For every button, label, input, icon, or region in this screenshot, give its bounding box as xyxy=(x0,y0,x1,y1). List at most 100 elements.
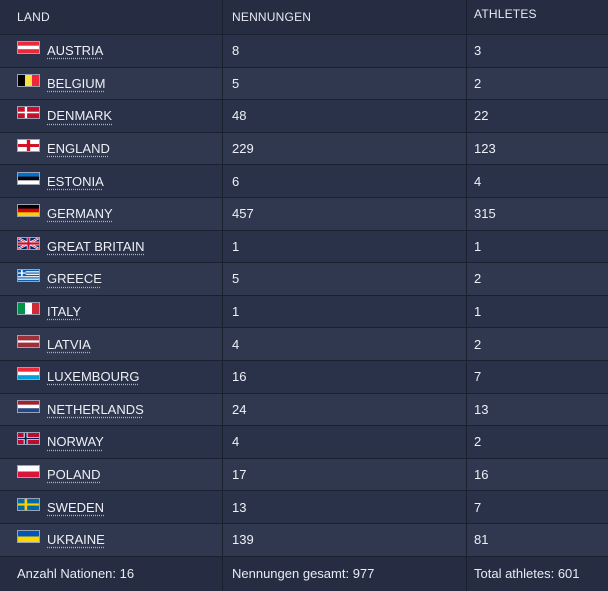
table-row: UKRAINE 139 81 xyxy=(0,523,608,557)
table-row: POLAND 17 16 xyxy=(0,458,608,492)
country-link[interactable]: ITALY xyxy=(47,304,82,320)
country-link[interactable]: NORWAY xyxy=(47,434,104,450)
country-cell: LATVIA xyxy=(17,328,222,360)
table-row: ESTONIA 6 4 xyxy=(0,165,608,198)
column-header-nennungen[interactable]: NENNUNGEN xyxy=(232,10,312,24)
country-cell: GREECE xyxy=(17,263,222,295)
flag-germany-icon xyxy=(17,204,40,218)
country-link[interactable]: SWEDEN xyxy=(47,499,105,515)
table-row: SWEDEN 13 7 xyxy=(0,491,608,524)
flag-sweden-icon xyxy=(17,497,40,511)
country-link[interactable]: LATVIA xyxy=(47,336,91,352)
country-cell: NORWAY xyxy=(17,426,222,458)
table-row: ENGLAND 229 123 xyxy=(0,132,608,166)
athletes-cell: 2 xyxy=(474,434,482,450)
country-cell: AUSTRIA xyxy=(17,35,222,67)
flag-italy-icon xyxy=(17,302,40,316)
flag-england-icon xyxy=(17,139,40,153)
flag-latvia-icon xyxy=(17,334,40,348)
country-cell: GERMANY xyxy=(17,198,222,230)
flag-netherlands-icon xyxy=(17,399,40,413)
column-divider xyxy=(466,0,467,591)
flag-denmark-icon xyxy=(17,106,40,120)
nennungen-cell: 17 xyxy=(232,467,247,483)
country-cell: UKRAINE xyxy=(17,524,222,556)
table-row: ITALY 1 1 xyxy=(0,295,608,329)
nennungen-cell: 8 xyxy=(232,43,240,59)
flag-poland-icon xyxy=(17,465,40,479)
nennungen-cell: 16 xyxy=(232,369,247,385)
country-link[interactable]: DENMARK xyxy=(47,108,113,124)
nennungen-cell: 5 xyxy=(232,271,240,287)
flag-austria-icon xyxy=(17,41,40,55)
athletes-cell: 13 xyxy=(474,401,489,417)
country-link[interactable]: NETHERLANDS xyxy=(47,401,144,417)
nennungen-cell: 4 xyxy=(232,336,240,352)
country-cell: SWEDEN xyxy=(17,491,222,523)
athletes-cell: 3 xyxy=(474,43,482,59)
table-row: AUSTRIA 8 3 xyxy=(0,35,608,68)
table-row: LATVIA 4 2 xyxy=(0,328,608,361)
country-cell: LUXEMBOURG xyxy=(17,361,222,393)
column-divider xyxy=(222,0,223,591)
table-row: BELGIUM 5 2 xyxy=(0,67,608,101)
flag-luxembourg-icon xyxy=(17,367,40,381)
athletes-cell: 7 xyxy=(474,369,482,385)
table-row: NORWAY 4 2 xyxy=(0,426,608,459)
table-row: GREAT BRITAIN 1 1 xyxy=(0,230,608,264)
athletes-cell: 16 xyxy=(474,467,489,483)
nennungen-total: Nennungen gesamt: 977 xyxy=(232,566,375,581)
athletes-cell: 2 xyxy=(474,75,482,91)
nennungen-cell: 48 xyxy=(232,108,247,124)
country-link[interactable]: GREAT BRITAIN xyxy=(47,238,145,254)
nations-count: Anzahl Nationen: 16 xyxy=(17,566,135,581)
country-cell: ESTONIA xyxy=(17,165,222,197)
athletes-total: Total athletes: 601 xyxy=(474,566,580,581)
flag-norway-icon xyxy=(17,432,40,446)
country-cell: BELGIUM xyxy=(17,68,222,100)
country-cell: ITALY xyxy=(17,296,222,328)
flag-ukraine-icon xyxy=(17,530,40,544)
athletes-cell: 7 xyxy=(474,499,482,515)
athletes-cell: 22 xyxy=(474,108,489,124)
country-link[interactable]: GREECE xyxy=(47,271,102,287)
country-link[interactable]: POLAND xyxy=(47,467,101,483)
nennungen-cell: 6 xyxy=(232,173,240,189)
country-link[interactable]: ENGLAND xyxy=(47,141,110,157)
country-cell: NETHERLANDS xyxy=(17,394,222,426)
column-header-land[interactable]: LAND xyxy=(17,10,50,24)
country-link[interactable]: BELGIUM xyxy=(47,75,106,91)
athletes-cell: 4 xyxy=(474,173,482,189)
flag-estonia-icon xyxy=(17,171,40,185)
nennungen-cell: 457 xyxy=(232,206,254,222)
column-header-athletes[interactable]: ATHLETES xyxy=(474,7,537,21)
nennungen-cell: 1 xyxy=(232,304,240,320)
athletes-cell: 315 xyxy=(474,206,496,222)
nennungen-cell: 229 xyxy=(232,141,254,157)
nennungen-cell: 1 xyxy=(232,238,240,254)
table-row: GERMANY 457 315 xyxy=(0,197,608,231)
nennungen-cell: 4 xyxy=(232,434,240,450)
athletes-cell: 1 xyxy=(474,304,482,320)
country-link[interactable]: AUSTRIA xyxy=(47,43,104,59)
flag-belgium-icon xyxy=(17,73,40,87)
table-footer: Anzahl Nationen: 16 Nennungen gesamt: 97… xyxy=(0,556,608,591)
country-link[interactable]: GERMANY xyxy=(47,206,113,222)
table-header: LAND NENNUNGEN ATHLETES xyxy=(0,0,608,35)
nennungen-cell: 24 xyxy=(232,401,247,417)
country-cell: ENGLAND xyxy=(17,133,222,165)
country-link[interactable]: UKRAINE xyxy=(47,532,105,548)
table-body: AUSTRIA 8 3 BELGIUM 5 2 DENMARK 48 22 ENGLAND 229 1… xyxy=(0,35,608,557)
table-row: DENMARK 48 22 xyxy=(0,100,608,133)
athletes-cell: 123 xyxy=(474,141,496,157)
country-cell: POLAND xyxy=(17,459,222,491)
nennungen-cell: 5 xyxy=(232,75,240,91)
country-link[interactable]: LUXEMBOURG xyxy=(47,369,140,385)
nennungen-cell: 13 xyxy=(232,499,247,515)
country-link[interactable]: ESTONIA xyxy=(47,173,104,189)
athletes-cell: 81 xyxy=(474,532,489,548)
table-row: NETHERLANDS 24 13 xyxy=(0,393,608,427)
athletes-cell: 2 xyxy=(474,336,482,352)
nennungen-cell: 139 xyxy=(232,532,254,548)
